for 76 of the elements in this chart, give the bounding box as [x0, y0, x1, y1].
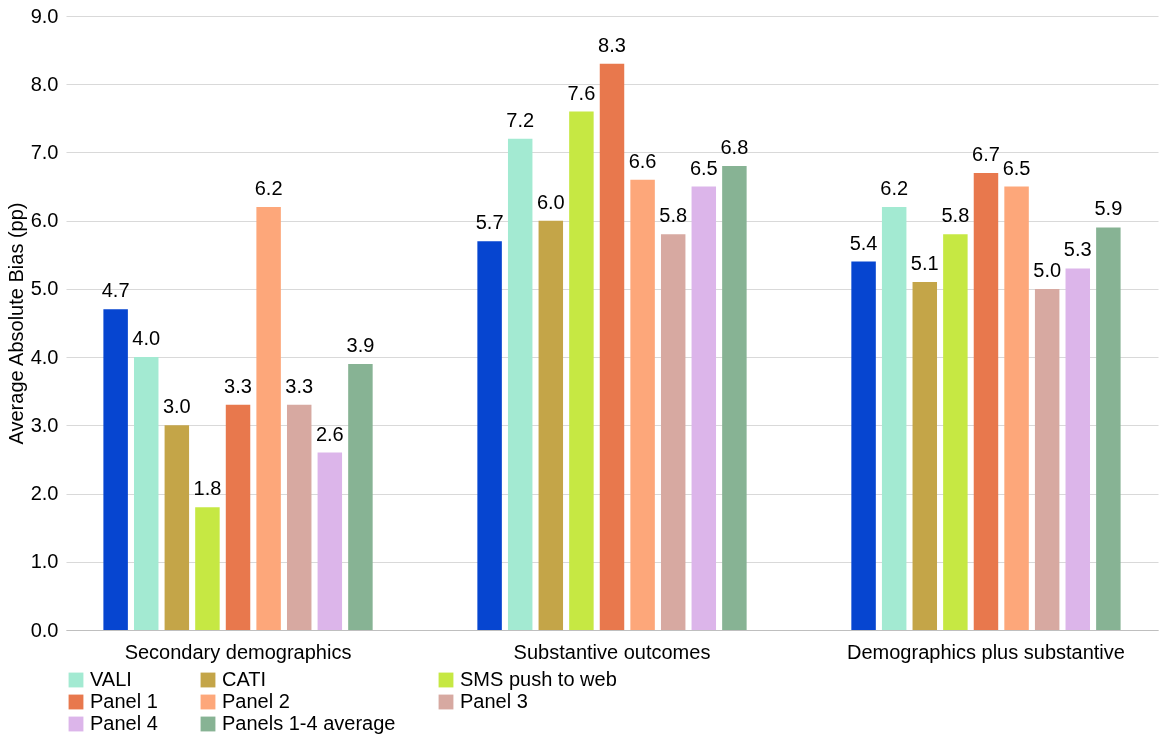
data-label: 7.2 [506, 108, 535, 131]
data-label: 6.7 [972, 142, 1000, 165]
legend-label: VALI [90, 668, 132, 690]
y-tick-label: 6.0 [30, 209, 59, 232]
data-label: 2.6 [315, 422, 344, 445]
bar [1004, 186, 1029, 630]
data-label: 6.2 [880, 177, 909, 200]
legend-label: CATI [222, 668, 267, 690]
data-label: 3.3 [224, 374, 252, 397]
data-label: 6.5 [689, 156, 718, 179]
data-label: 5.8 [941, 204, 970, 227]
bar [912, 282, 938, 630]
data-label: 5.9 [1094, 197, 1123, 220]
data-label: 4.0 [132, 327, 161, 350]
bar [722, 166, 747, 630]
data-label: 6.6 [628, 149, 657, 172]
legend-label: Panel 2 [222, 690, 290, 712]
data-label: 8.3 [598, 33, 626, 56]
bar [225, 404, 251, 630]
y-tick-label: 9.0 [30, 4, 59, 27]
bar [317, 452, 343, 630]
x-tick-label: Demographics plus substantive [847, 640, 1125, 663]
data-label: 5.3 [1063, 238, 1092, 261]
data-label: 3.9 [346, 333, 375, 356]
y-tick-label: 5.0 [30, 277, 59, 300]
bar [134, 357, 159, 630]
data-label: 1.8 [193, 477, 222, 500]
y-tick-label: 1.0 [30, 550, 59, 573]
data-label: 3.3 [285, 374, 314, 397]
data-label: 6.8 [720, 136, 749, 159]
y-tick-label: 7.0 [30, 140, 59, 163]
bar [507, 138, 533, 630]
bar [569, 111, 594, 630]
legend-label: Panel 1 [90, 690, 158, 712]
data-label: 6.0 [536, 190, 565, 213]
data-label: 5.1 [910, 252, 939, 275]
bar [1065, 268, 1090, 630]
y-tick-label: 8.0 [30, 72, 59, 95]
data-label: 6.5 [1002, 156, 1031, 179]
data-label: 5.0 [1033, 258, 1062, 281]
data-label: 7.6 [567, 81, 596, 104]
bar [691, 186, 717, 630]
bar [660, 234, 686, 630]
bar [256, 207, 281, 630]
data-label: 4.7 [101, 279, 130, 302]
y-tick-label: 2.0 [30, 482, 59, 505]
legend-label: SMS push to web [460, 668, 617, 690]
bar [851, 261, 876, 630]
legend-label: Panel 4 [90, 712, 158, 734]
bar [973, 172, 999, 630]
bar [538, 220, 564, 630]
bar [630, 179, 655, 630]
bar [881, 207, 907, 630]
data-label: 6.2 [254, 177, 283, 200]
legend-label: Panels 1-4 average [222, 712, 396, 734]
bar [195, 507, 220, 630]
bar [943, 234, 968, 630]
y-axis-title: Average Absolute Bias (pp) [4, 202, 27, 445]
bar [348, 363, 373, 630]
y-tick-label: 3.0 [30, 413, 59, 436]
bar [1096, 227, 1121, 630]
bar [286, 404, 312, 630]
y-tick-label: 4.0 [30, 345, 59, 368]
x-tick-label: Secondary demographics [124, 640, 352, 663]
bar [477, 241, 502, 630]
data-label: 5.8 [659, 204, 688, 227]
data-label: 5.7 [475, 211, 504, 234]
data-label: 3.0 [162, 395, 191, 418]
data-label: 5.4 [849, 231, 878, 254]
x-tick-label: Substantive outcomes [513, 640, 711, 663]
bar [103, 309, 128, 630]
bar [164, 425, 190, 630]
y-tick-label: 0.0 [30, 618, 59, 641]
bar [1034, 288, 1060, 630]
legend-label: Panel 3 [460, 690, 528, 712]
bar [599, 63, 625, 630]
